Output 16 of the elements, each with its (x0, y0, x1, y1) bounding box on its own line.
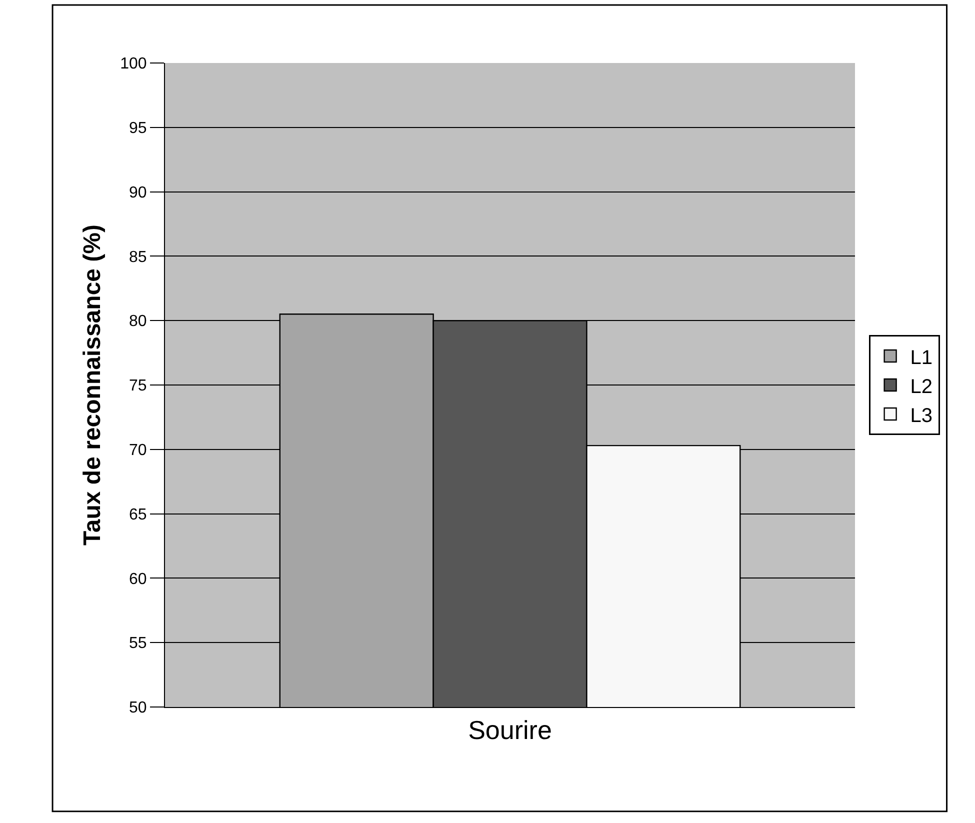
y-tick-label: 80 (129, 313, 147, 330)
y-tick-label: 65 (129, 506, 147, 524)
y-tick-label: 95 (129, 120, 147, 137)
y-tick-label: 75 (129, 378, 147, 395)
y-tick-label: 55 (129, 635, 147, 652)
legend-label: L3 (910, 404, 933, 427)
legend-label: L1 (910, 346, 933, 369)
y-tick-label: 100 (120, 56, 147, 73)
y-tick-label: 70 (129, 442, 147, 459)
y-tick-label: 50 (129, 700, 147, 717)
x-tick-label: Sourire (468, 715, 552, 746)
y-tick-label: 85 (129, 248, 147, 266)
y-axis-title: Taux de reconnaissance (%) (79, 224, 106, 546)
legend-label: L2 (910, 376, 933, 398)
y-tick-label: 60 (129, 570, 147, 588)
y-tick-label: 90 (129, 184, 147, 202)
